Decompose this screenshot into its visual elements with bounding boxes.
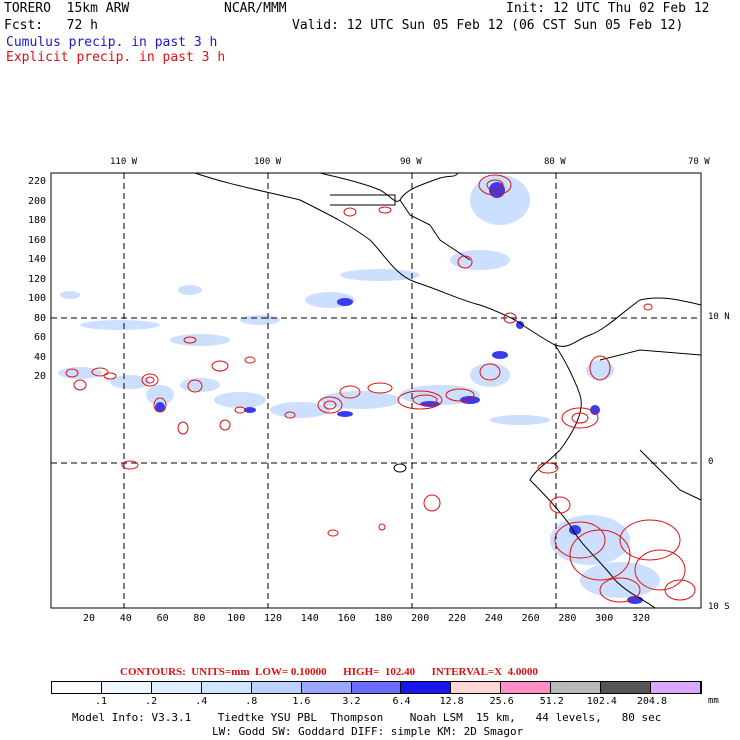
color-bar-swatch — [401, 682, 452, 693]
color-bar-swatch — [251, 682, 302, 693]
color-bar-label: .8 — [245, 696, 258, 707]
color-bar-swatch — [301, 682, 352, 693]
color-bar-label: .2 — [145, 696, 158, 707]
color-bar-swatch — [651, 682, 701, 693]
x-tick-label: 220 — [447, 613, 467, 624]
color-bar-label: 6.4 — [392, 696, 411, 707]
color-bar-unit: mm — [708, 696, 719, 706]
color-bar-swatch — [52, 682, 102, 693]
y-tick-label: 120 — [27, 273, 46, 285]
explicit-precip-contours — [65, 174, 696, 603]
x-tick-label: 320 — [631, 613, 651, 624]
x-tick-label: 140 — [300, 613, 319, 624]
x-tick-label: 40 — [119, 613, 132, 624]
x-tick-label: 300 — [595, 613, 614, 624]
y-tick-label: 160 — [27, 234, 46, 246]
center-label: NCAR/MMM — [224, 1, 287, 16]
color-bar-swatch — [601, 682, 652, 693]
x-tick-label: 280 — [558, 613, 577, 624]
color-bar-swatch — [551, 682, 602, 693]
color-bar — [51, 681, 702, 694]
color-bar-swatch — [351, 682, 402, 693]
x-tick-label: 20 — [82, 613, 96, 624]
color-bar-swatch — [151, 682, 202, 693]
forecast-hour: Fcst: 72 h — [4, 18, 98, 33]
color-bar-label: .4 — [195, 696, 208, 707]
model-info: Model Info: V3.3.1 Tiedtke YSU PBL Thomp… — [72, 711, 662, 724]
physics-info: LW: Godd SW: Goddard DIFF: simple KM: 2D… — [212, 725, 524, 738]
init-time: Init: 12 UTC Thu 02 Feb 12 — [506, 1, 710, 16]
color-bar-label: 12.8 — [439, 696, 464, 707]
x-tick-label: 240 — [484, 613, 503, 624]
model-name: TORERO 15km ARW — [4, 1, 130, 16]
y-tick-label: 220 — [27, 176, 46, 187]
x-tick-label: 160 — [337, 613, 356, 624]
x-tick-label: 100 — [227, 613, 246, 624]
color-bar-label: 51.2 — [539, 696, 564, 707]
lat-label-0: 0 — [708, 457, 714, 467]
y-tick-label: 140 — [27, 254, 46, 265]
lon-label-70w: 70 W — [688, 157, 710, 167]
y-tick-label: 200 — [27, 195, 46, 207]
y-tick-label: 20 — [33, 371, 46, 382]
x-tick-label: 200 — [411, 613, 430, 624]
explicit-precip-label: Explicit precip. in past 3 h — [6, 50, 226, 65]
color-bar-label: 25.6 — [489, 696, 514, 707]
lon-label-80w: 80 W — [544, 157, 566, 167]
lon-label-100w: 100 W — [254, 157, 282, 167]
lat-label-10s: 10 S — [708, 602, 730, 612]
cumulus-precip-label: Cumulus precip. in past 3 h — [6, 35, 218, 50]
color-bar-label: .1 — [95, 696, 108, 707]
color-bar-swatch — [201, 682, 252, 693]
color-bar-label: 204.8 — [636, 696, 667, 707]
x-tick-label: 80 — [193, 613, 206, 624]
x-tick-label: 60 — [156, 613, 169, 624]
color-bar-swatch — [101, 682, 152, 693]
y-tick-label: 180 — [27, 215, 46, 226]
color-bar-label: 102.4 — [586, 696, 617, 707]
y-tick-label: 80 — [33, 312, 46, 324]
x-tick-label: 260 — [521, 613, 540, 624]
x-tick-label: 180 — [374, 613, 393, 624]
color-bar-label: 3.2 — [342, 696, 361, 707]
y-tick-label: 100 — [27, 293, 46, 304]
lon-label-90w: 90 W — [400, 157, 422, 167]
contours-info: CONTOURS: UNITS=mm LOW= 0.10000 HIGH= 10… — [120, 666, 538, 678]
x-tick-label: 120 — [263, 613, 283, 624]
color-bar-swatch — [501, 682, 552, 693]
color-bar-swatch — [451, 682, 502, 693]
lon-label-110w: 110 W — [110, 157, 138, 167]
y-tick-label: 40 — [33, 351, 46, 363]
coastlines — [194, 172, 702, 609]
lat-label-10n: 10 N — [708, 312, 730, 322]
color-bar-label: 1.6 — [292, 696, 311, 707]
y-tick-label: 60 — [33, 332, 46, 343]
valid-time: Valid: 12 UTC Sun 05 Feb 12 (06 CST Sun … — [292, 18, 684, 33]
